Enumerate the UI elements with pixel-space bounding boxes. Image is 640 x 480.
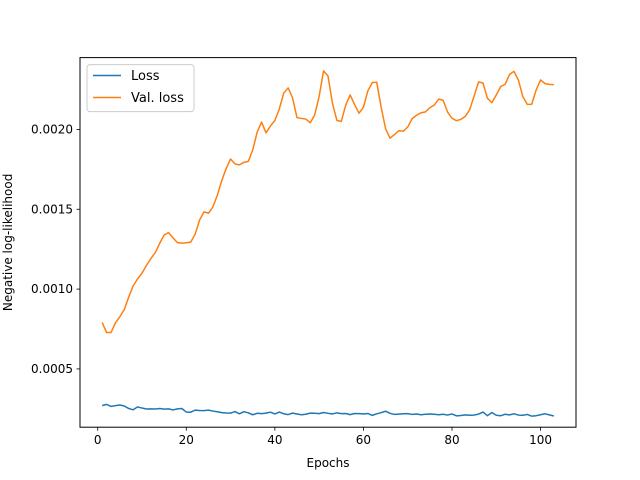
- y-axis-label: Negative log-likelihood: [1, 174, 15, 311]
- x-tick-label: 100: [529, 433, 552, 447]
- series-line-val-loss: [101, 70, 554, 334]
- x-tick-label: 0: [94, 433, 102, 447]
- y-tick-label: 0.0005: [31, 362, 73, 376]
- series-line-loss: [101, 403, 555, 417]
- x-tick-label: 40: [267, 433, 282, 447]
- x-axis-label: Epochs: [307, 456, 350, 470]
- y-tick-label: 0.0015: [31, 202, 73, 216]
- plot-area: [79, 57, 577, 428]
- y-axis-ticks: 0.0005 0.0010 0.0015 0.0020: [31, 122, 80, 376]
- legend-label-loss: Loss: [131, 69, 160, 84]
- series-layer: [101, 70, 555, 417]
- legend-box: [86, 64, 195, 113]
- x-axis-ticks: 0 20 40 60 80 100: [94, 427, 552, 447]
- x-tick-label: 80: [444, 433, 459, 447]
- x-tick-label: 60: [356, 433, 371, 447]
- legend-label-val-loss: Val. loss: [131, 91, 184, 106]
- y-tick-label: 0.0010: [31, 282, 73, 296]
- legend: Loss Val. loss: [86, 64, 195, 113]
- x-tick-label: 20: [179, 433, 194, 447]
- y-tick-label: 0.0020: [31, 122, 73, 136]
- axes-frame: [79, 57, 577, 428]
